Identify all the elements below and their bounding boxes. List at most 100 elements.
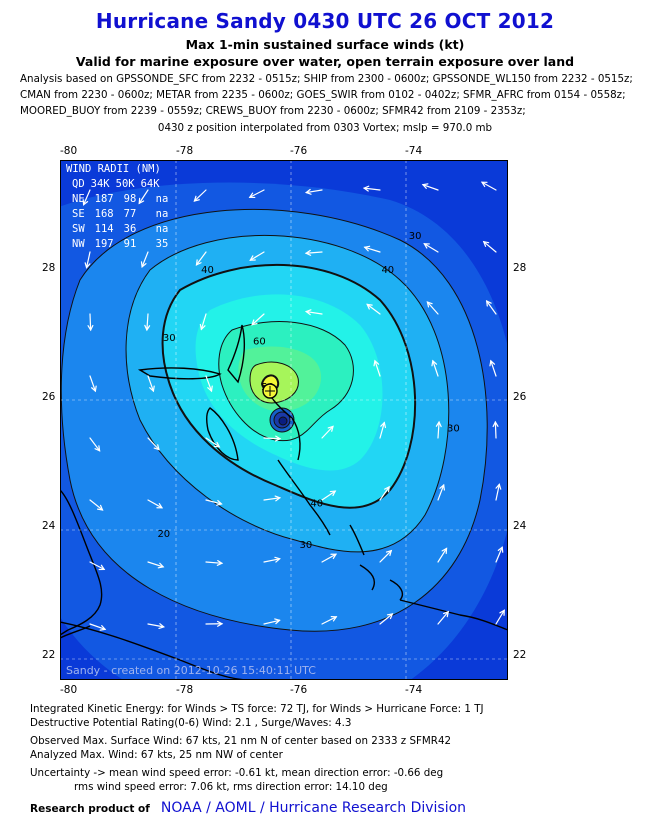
- wind-arrow: [263, 619, 281, 625]
- wind-arrow-head: [199, 323, 206, 331]
- contour-20kt: [60, 208, 488, 632]
- analysis-line-2: CMAN from 2230 - 0600z; METAR from 2235 …: [20, 89, 626, 101]
- wind-arrow: [321, 616, 337, 625]
- wind-arrow: [305, 251, 323, 254]
- wind-arrow: [494, 421, 497, 439]
- wind-arrow: [321, 425, 334, 439]
- wind-arrow-head: [82, 199, 89, 206]
- wind-arrow-head: [304, 188, 312, 195]
- wind-arrow: [263, 497, 281, 501]
- wind-arrow-head: [366, 303, 373, 310]
- analysis-line-3: MOORED_BUOY from 2239 - 0559z; CREWS_BUO…: [20, 105, 526, 117]
- wind-arrow: [422, 184, 439, 191]
- wind-arrow-head: [274, 495, 282, 502]
- wind-arrow-head: [380, 421, 387, 429]
- wind-arrow-head: [443, 610, 450, 618]
- wind-arrow-head: [362, 185, 370, 192]
- wind-arrow: [193, 189, 207, 202]
- abaco: [227, 324, 246, 384]
- wind-arrow: [263, 437, 281, 440]
- wind-arrow-head: [87, 324, 94, 332]
- wind-arrow: [89, 313, 92, 331]
- top-lon-tick: -76: [290, 145, 308, 157]
- left-lat-tick: 26: [42, 391, 56, 403]
- wind-arrow: [205, 561, 223, 564]
- wind-arrow-head: [499, 609, 505, 616]
- wind-arrow: [147, 499, 163, 509]
- acklins: [359, 564, 404, 601]
- contour-50kt: [218, 321, 354, 442]
- radii-quadrant: SE: [72, 208, 85, 220]
- wind-arrow-head: [144, 324, 151, 332]
- wind-arrow-head: [149, 385, 155, 393]
- wind-arrow: [490, 360, 497, 377]
- radii-col-64k: 64K: [140, 178, 160, 190]
- radii-col-quadrant: QD: [72, 178, 85, 190]
- wind-arrow-head: [489, 359, 496, 367]
- wind-arrow-head: [251, 319, 258, 326]
- contour-60kt: [249, 361, 299, 404]
- hispaniola-coast: [399, 599, 508, 631]
- contour-label: 40: [310, 499, 323, 510]
- research-org-link[interactable]: NOAA / AOML / Hurricane Research Divisio…: [160, 800, 467, 816]
- wind-arrow: [249, 189, 265, 198]
- wind-arrow-head: [248, 192, 256, 199]
- wind-arrow-head: [91, 385, 97, 393]
- observed-max-wind-line: Observed Max. Surface Wind: 67 kts, 21 n…: [30, 735, 452, 747]
- wind-arrow-head: [439, 483, 445, 491]
- wind-arrow-head: [157, 562, 165, 569]
- wind-arrow-head: [480, 181, 488, 188]
- wind-arrow: [200, 313, 207, 330]
- radii-50k: 77: [123, 208, 137, 220]
- radii-64k: na: [155, 193, 169, 205]
- andros: [205, 407, 239, 461]
- wind-arrow-head: [249, 255, 256, 261]
- wind-arrow: [249, 251, 265, 261]
- wind-arrow: [486, 300, 497, 315]
- radii-row: NW 197 91 35: [66, 237, 168, 252]
- map-frame: [60, 160, 508, 680]
- wind-arrow-head: [207, 385, 213, 393]
- wind-arrow: [374, 360, 381, 377]
- wind-arrow: [205, 437, 220, 448]
- contour-label: 30: [447, 423, 460, 434]
- uncertainty-line: Uncertainty -> mean wind speed error: -0…: [30, 767, 444, 779]
- top-lon-tick: -78: [176, 145, 194, 157]
- coastlines: [60, 324, 508, 680]
- radii-col-50k: 50K: [115, 178, 135, 190]
- contour-30kt: [125, 234, 450, 553]
- wind-arrow: [89, 375, 96, 392]
- destructive-potential-line: Destructive Potential Rating(0-6) Wind: …: [30, 717, 352, 729]
- analysis-line-1: Analysis based on GPSSONDE_SFC from 2232…: [20, 73, 633, 85]
- wind-arrow-head: [195, 259, 202, 266]
- wind-arrow-head: [98, 564, 106, 571]
- wind-arrow-head: [216, 620, 224, 627]
- wind-arrow: [83, 189, 91, 206]
- bottom-lon-tick: -76: [290, 684, 308, 696]
- wind-arrow: [426, 301, 439, 315]
- radii-row: SE 168 77 na: [66, 207, 168, 222]
- contour-label: 40: [201, 265, 214, 276]
- left-lat-tick: 22: [42, 649, 56, 661]
- exuma-chain: [277, 459, 331, 536]
- bottom-lon-tick: -78: [176, 684, 194, 696]
- wind-arrow: [432, 360, 439, 377]
- contour-40kt: [161, 263, 417, 509]
- florida-keys: [60, 625, 91, 639]
- wind-arrow-head: [94, 445, 101, 452]
- cuba-coast: [60, 621, 251, 680]
- long-island: [349, 524, 365, 556]
- wind-arrow: [251, 313, 265, 326]
- contour-label: 20: [157, 529, 170, 540]
- wind-arrow-head: [497, 546, 504, 553]
- wind-arrow: [305, 310, 323, 315]
- wind-arrow-head: [274, 556, 281, 563]
- wind-arrow: [89, 437, 101, 452]
- radii-64k: na: [155, 208, 169, 220]
- wind-arrow: [483, 241, 497, 253]
- rms-error-line: rms wind speed error: 7.06 kt, rms direc…: [74, 781, 388, 793]
- wind-arrow-head: [435, 420, 442, 428]
- wind-arrow-head: [153, 444, 160, 451]
- wind-arrow: [437, 547, 448, 563]
- wind-field-map: 30404030605030403020 WIND RADII (NM) QD …: [60, 160, 508, 680]
